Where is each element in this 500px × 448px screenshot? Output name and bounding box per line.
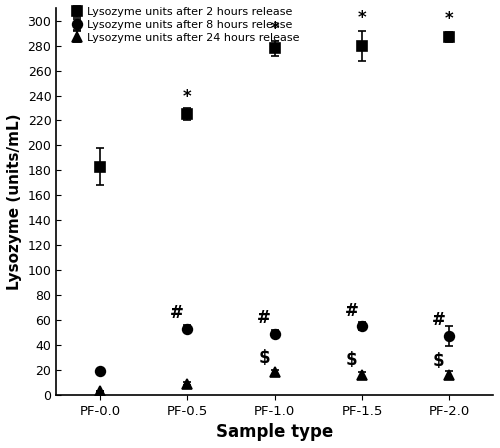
Text: #: # — [432, 311, 446, 329]
Text: #: # — [257, 310, 271, 327]
Text: #: # — [344, 302, 358, 320]
Text: $: $ — [346, 351, 358, 369]
Text: $: $ — [433, 352, 444, 370]
Text: *: * — [445, 10, 454, 28]
X-axis label: Sample type: Sample type — [216, 423, 334, 441]
Text: #: # — [170, 305, 183, 323]
Text: *: * — [270, 20, 279, 38]
Legend: Lysozyme units after 2 hours release, Lysozyme units after 8 hours release, Lyso: Lysozyme units after 2 hours release, Ly… — [70, 6, 301, 44]
Y-axis label: Lysozyme (units/mL): Lysozyme (units/mL) — [7, 113, 22, 290]
Text: $: $ — [258, 349, 270, 367]
Text: *: * — [358, 9, 366, 27]
Text: *: * — [183, 87, 192, 106]
